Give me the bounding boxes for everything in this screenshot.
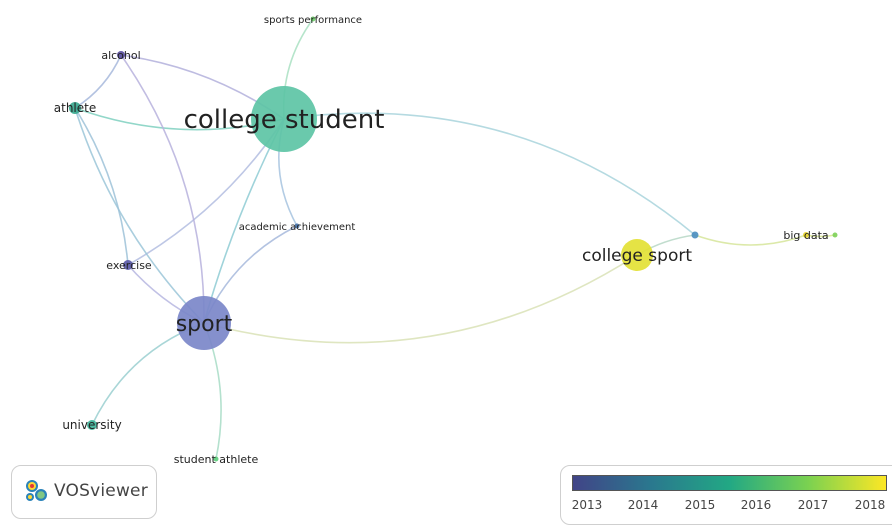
node-unlabeled-node-2[interactable] (832, 232, 838, 238)
legend-tick: 2017 (797, 498, 829, 512)
node-sports-performance[interactable] (310, 16, 316, 22)
legend-tick: 2016 (740, 498, 772, 512)
link-sport-athlete (74, 107, 205, 324)
legend-tick: 2015 (684, 498, 716, 512)
node-alcohol[interactable] (117, 51, 125, 59)
vosviewer-logo-text: VOSviewer (54, 481, 148, 501)
overlay-color-legend: 2013 2014 2015 2016 2017 2018 (560, 465, 892, 525)
link-layer (74, 18, 836, 460)
node-label-college-student[interactable]: college student (184, 105, 385, 135)
node-college-student[interactable] (251, 86, 317, 152)
link-college-student-unlabeled-node-1 (283, 112, 696, 236)
legend-tick: 2014 (627, 498, 659, 512)
node-unlabeled-node-1[interactable] (691, 231, 699, 239)
link-unlabeled-node-1-big-data (694, 234, 807, 246)
node-exercise[interactable] (123, 260, 133, 270)
node-athlete[interactable] (69, 102, 81, 114)
node-label-academic-achievement[interactable]: academic achievement (239, 222, 356, 233)
label-layer: college student sport college sport athlete… (54, 15, 829, 466)
link-sport-college-sport (203, 254, 638, 344)
node-college-sport[interactable] (621, 239, 653, 271)
node-university[interactable] (87, 420, 97, 430)
node-student-athlete[interactable] (213, 456, 219, 462)
node-sport[interactable] (177, 296, 231, 350)
node-label-sport[interactable]: sport (176, 312, 233, 337)
node-label-student-athlete[interactable]: student athlete (174, 453, 259, 466)
node-layer (69, 16, 838, 462)
node-label-sports-performance[interactable]: sports performance (264, 15, 362, 26)
color-scale-bar (572, 475, 887, 491)
node-label-athlete[interactable]: athlete (54, 101, 96, 115)
vosviewer-logo-icon (26, 480, 47, 501)
node-label-college-sport[interactable]: college sport (582, 246, 692, 266)
node-big-data[interactable] (803, 232, 809, 238)
link-athlete-exercise (74, 107, 129, 266)
node-label-big-data[interactable]: big data (783, 229, 828, 242)
node-label-university[interactable]: university (62, 418, 121, 432)
vosviewer-logo: VOSviewer (11, 465, 157, 519)
network-map: college student sport college sport athlete… (54, 15, 838, 466)
node-label-exercise[interactable]: exercise (106, 259, 152, 272)
node-label-alcohol[interactable]: alcohol (101, 49, 140, 62)
legend-tick: 2018 (854, 498, 886, 512)
link-sport-alcohol (120, 54, 205, 324)
link-athlete-alcohol (74, 54, 122, 109)
legend-tick: 2013 (571, 498, 603, 512)
node-academic-achievement[interactable] (294, 223, 300, 229)
